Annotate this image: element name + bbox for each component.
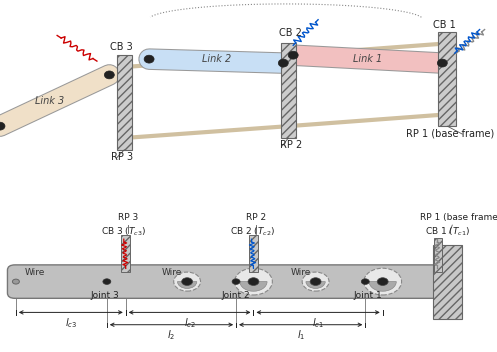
Circle shape	[182, 278, 193, 285]
Text: Joint 1: Joint 1	[353, 291, 382, 300]
Bar	[249, 235, 258, 272]
Text: CB 3 ($T_{c3}$): CB 3 ($T_{c3}$)	[100, 226, 146, 238]
Bar	[433, 245, 462, 319]
Text: RP 1 (base frame): RP 1 (base frame)	[420, 213, 497, 222]
Circle shape	[235, 268, 272, 295]
Circle shape	[103, 279, 111, 284]
Text: Link 2: Link 2	[202, 54, 231, 64]
Circle shape	[288, 51, 298, 59]
Text: $l_2$: $l_2$	[167, 329, 175, 342]
Circle shape	[0, 122, 5, 130]
Bar	[281, 43, 296, 138]
Text: CB 1: CB 1	[433, 20, 456, 30]
Text: CB 2 ($T_{c2}$): CB 2 ($T_{c2}$)	[230, 226, 275, 238]
Text: RP 3: RP 3	[118, 213, 138, 222]
Text: RP 1 (base frame): RP 1 (base frame)	[406, 128, 494, 138]
Text: Joint 2: Joint 2	[222, 291, 250, 300]
Wedge shape	[306, 282, 325, 288]
Text: CB 2: CB 2	[279, 28, 302, 38]
Circle shape	[377, 278, 388, 285]
Text: Wire: Wire	[291, 268, 311, 277]
Circle shape	[232, 279, 240, 284]
Circle shape	[104, 71, 114, 79]
Circle shape	[278, 59, 288, 67]
Circle shape	[364, 268, 402, 295]
Circle shape	[144, 55, 154, 63]
Circle shape	[302, 272, 329, 291]
Wedge shape	[177, 282, 197, 288]
Text: CB 3: CB 3	[110, 43, 133, 52]
Circle shape	[361, 279, 369, 284]
Text: RP 2: RP 2	[246, 213, 266, 222]
Circle shape	[248, 278, 259, 285]
Wedge shape	[240, 282, 267, 291]
Text: RP 2: RP 2	[280, 140, 302, 150]
Text: Link 1: Link 1	[353, 54, 382, 64]
Text: CB 1 ($T_{c1}$): CB 1 ($T_{c1}$)	[424, 226, 470, 238]
Circle shape	[174, 272, 201, 291]
Text: Wire: Wire	[162, 268, 181, 277]
Text: RP 3: RP 3	[111, 152, 133, 162]
Bar	[438, 32, 456, 126]
Text: $l_1$: $l_1$	[297, 329, 305, 342]
Circle shape	[12, 279, 19, 284]
Wedge shape	[369, 282, 396, 291]
Bar	[117, 55, 132, 150]
Bar	[434, 239, 442, 272]
Text: Wire: Wire	[25, 268, 45, 277]
Bar	[121, 235, 130, 272]
Text: $l_{c1}$: $l_{c1}$	[312, 316, 324, 330]
Circle shape	[437, 59, 447, 67]
Circle shape	[310, 278, 321, 285]
Text: $l_{c3}$: $l_{c3}$	[65, 316, 77, 330]
Text: Joint 3: Joint 3	[90, 291, 119, 300]
FancyBboxPatch shape	[7, 265, 440, 298]
Text: $l_{c2}$: $l_{c2}$	[183, 316, 196, 330]
Text: Link 3: Link 3	[35, 95, 64, 106]
